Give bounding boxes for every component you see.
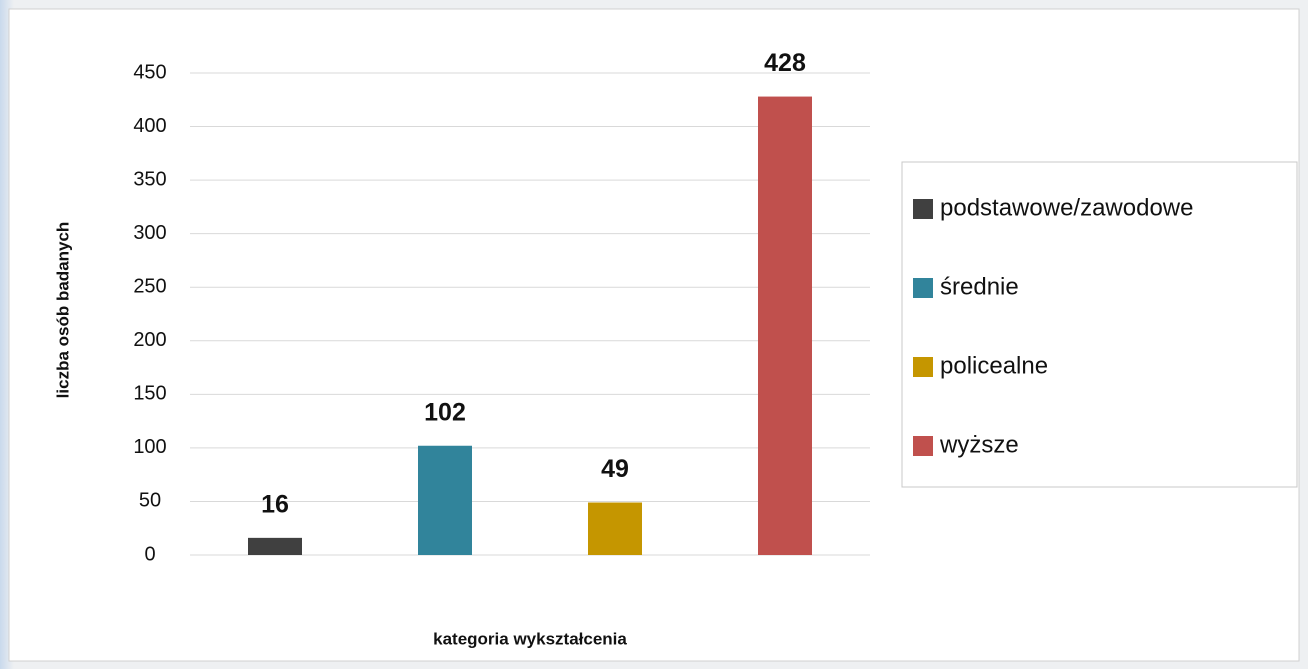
y-axis-label: liczba osób badanych [53,222,72,399]
legend [901,161,1298,488]
legend-swatch [913,199,933,219]
y-tick-label: 50 [139,490,161,512]
legend-swatch [913,357,933,377]
data-label: 49 [601,455,629,483]
y-tick-label: 350 [133,168,166,190]
legend-label: policealne [940,352,1048,379]
y-tick-label: 250 [133,276,166,298]
legend-swatch [913,436,933,456]
y-tick-label: 0 [144,543,155,565]
legend-swatch [913,278,933,298]
legend-label: wyższe [939,431,1019,458]
data-label: 102 [424,398,466,426]
y-tick-label: 450 [133,61,166,83]
y-tick-label: 200 [133,329,166,351]
y-tick-label: 400 [133,115,166,137]
bar [248,537,302,555]
data-label: 16 [261,490,289,518]
bar [588,502,642,555]
y-tick-label: 150 [133,383,166,405]
legend-label: podstawowe/zawodowe [940,194,1194,221]
bar [418,445,472,555]
x-axis-label: kategoria wykształcenia [433,629,627,648]
bar [758,96,812,555]
y-tick-label: 300 [133,222,166,244]
data-label: 428 [764,49,806,77]
y-tick-label: 100 [133,436,166,458]
legend-label: średnie [940,273,1019,300]
